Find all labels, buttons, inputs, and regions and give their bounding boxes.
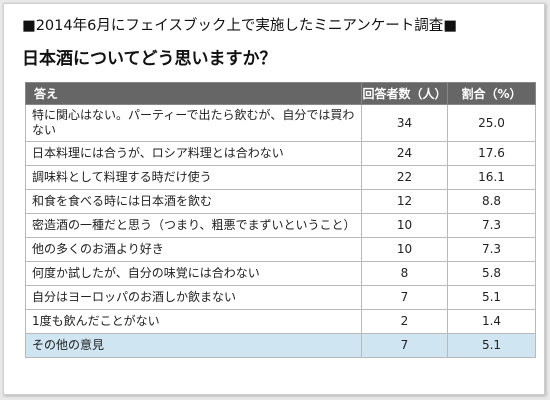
percent-cell: 5.8 [447, 261, 536, 286]
survey-card: ■2014年6月にフェイスブック上で実施したミニアンケート調査■ 日本酒について… [3, 3, 545, 395]
answer-cell: 何度か試したが、自分の味覚には合わない [25, 261, 362, 286]
results-table: 答え 回答者数（人） 割合（%） 特に関心はない。パーティーで出たら飲むが、自分… [25, 82, 536, 358]
answer-cell: 日本料理には合うが、ロシア料理とは合わない [25, 141, 362, 166]
table-row: 他の多くのお酒より好き 10 7.3 [25, 237, 536, 262]
percent-cell: 17.6 [447, 141, 536, 166]
column-header-count: 回答者数（人） [361, 82, 448, 105]
answer-cell: 他の多くのお酒より好き [25, 237, 362, 262]
answer-cell: 調味料として料理する時だけ使う [25, 165, 362, 190]
survey-question: 日本酒についてどう思いますか？ [22, 49, 277, 69]
count-cell: 22 [361, 165, 448, 190]
table-row: 日本料理には合うが、ロシア料理とは合わない 24 17.6 [25, 141, 536, 166]
table-row: 何度か試したが、自分の味覚には合わない 8 5.8 [25, 261, 536, 286]
percent-cell: 1.4 [447, 309, 536, 334]
column-header-percent: 割合（%） [447, 82, 536, 105]
percent-cell: 5.1 [447, 285, 536, 310]
count-cell: 7 [361, 333, 448, 358]
column-header-answer: 答え [25, 82, 362, 105]
table-header-row: 答え 回答者数（人） 割合（%） [25, 82, 536, 105]
table-row: 密造酒の一種だと思う（つまり、粗悪でまずいということ） 10 7.3 [25, 213, 536, 238]
table-row: 自分はヨーロッパのお酒しか飲まない 7 5.1 [25, 285, 536, 310]
answer-cell: 和食を食べる時には日本酒を飲む [25, 189, 362, 214]
count-cell: 8 [361, 261, 448, 286]
count-cell: 2 [361, 309, 448, 334]
table-row: 和食を食べる時には日本酒を飲む 12 8.8 [25, 189, 536, 214]
percent-cell: 25.0 [447, 104, 536, 142]
table-row-highlighted: その他の意見 7 5.1 [25, 333, 536, 358]
count-cell: 10 [361, 237, 448, 262]
table-row: 調味料として料理する時だけ使う 22 16.1 [25, 165, 536, 190]
survey-title: ■2014年6月にフェイスブック上で実施したミニアンケート調査■ [22, 18, 458, 34]
answer-cell: 自分はヨーロッパのお酒しか飲まない [25, 285, 362, 310]
percent-cell: 7.3 [447, 213, 536, 238]
count-cell: 24 [361, 141, 448, 166]
answer-cell: 特に関心はない。パーティーで出たら飲むが、自分では買わない [25, 104, 362, 142]
percent-cell: 8.8 [447, 189, 536, 214]
count-cell: 10 [361, 213, 448, 238]
answer-cell: その他の意見 [25, 333, 362, 358]
count-cell: 7 [361, 285, 448, 310]
table-row: 1度も飲んだことがない 2 1.4 [25, 309, 536, 334]
count-cell: 34 [361, 104, 448, 142]
percent-cell: 16.1 [447, 165, 536, 190]
percent-cell: 5.1 [447, 333, 536, 358]
count-cell: 12 [361, 189, 448, 214]
table-row: 特に関心はない。パーティーで出たら飲むが、自分では買わない 34 25.0 [25, 104, 536, 142]
percent-cell: 7.3 [447, 237, 536, 262]
answer-cell: 密造酒の一種だと思う（つまり、粗悪でまずいということ） [25, 213, 362, 238]
answer-cell: 1度も飲んだことがない [25, 309, 362, 334]
